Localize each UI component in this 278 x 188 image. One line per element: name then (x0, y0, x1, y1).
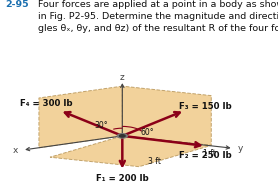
Text: z: z (120, 73, 125, 82)
Text: x: x (13, 146, 18, 155)
Text: F₁ = 200 lb: F₁ = 200 lb (96, 174, 149, 183)
Circle shape (117, 134, 127, 138)
Text: 3 ft: 3 ft (148, 157, 161, 166)
Text: 30°: 30° (95, 121, 108, 130)
Text: Four forces are applied at a point in a body as shown
in Fig. P2-95. Determine t: Four forces are applied at a point in a … (38, 0, 278, 33)
Text: 1 ft: 1 ft (203, 149, 216, 158)
Circle shape (120, 135, 125, 137)
Polygon shape (122, 86, 211, 145)
Text: F₄ = 300 lb: F₄ = 300 lb (19, 99, 72, 108)
Polygon shape (39, 86, 122, 148)
Text: y: y (238, 144, 243, 153)
Text: F₂ = 250 lb: F₂ = 250 lb (179, 151, 232, 160)
Text: F₃ = 150 lb: F₃ = 150 lb (179, 102, 232, 111)
Text: 2-95: 2-95 (6, 0, 29, 9)
Text: 60°: 60° (140, 128, 154, 137)
Polygon shape (50, 136, 211, 167)
